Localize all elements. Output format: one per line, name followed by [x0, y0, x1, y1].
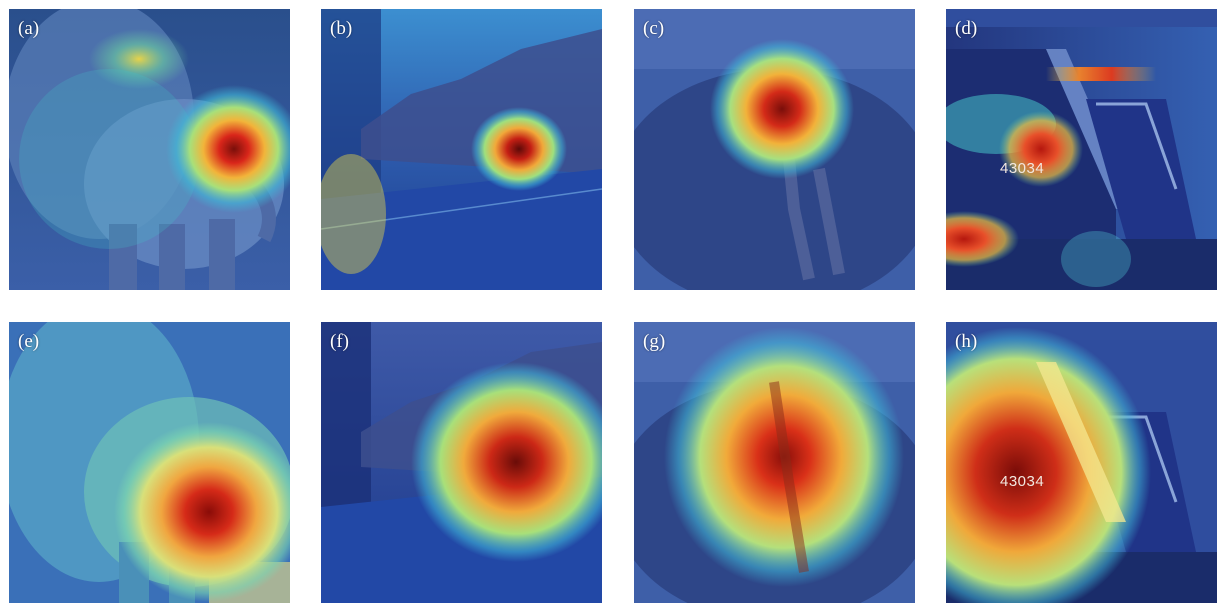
panel-b: (b) — [321, 9, 602, 290]
panel-d: (d) 43034 — [946, 9, 1217, 290]
heatmap-image-giraffe-broad — [634, 322, 915, 603]
heatmap-image-elephants-broad — [9, 322, 290, 603]
panel-label-d: (d) — [955, 18, 978, 39]
heatmap-image-elephants-focused — [9, 9, 290, 290]
panel-label-h: (h) — [955, 331, 978, 352]
heatmap-image-road-focused — [321, 9, 602, 290]
heatmap-image-road-broad — [321, 322, 602, 603]
panel-label-g: (g) — [643, 331, 666, 352]
panel-g: (g) — [634, 322, 915, 603]
heatmap-image-train-focused — [946, 9, 1217, 290]
heatmap-image-giraffe-focused — [634, 9, 915, 290]
panel-label-a: (a) — [18, 18, 40, 39]
panel-label-b: (b) — [330, 18, 353, 39]
panel-label-e: (e) — [18, 331, 40, 352]
train-number-d: 43034 — [1000, 160, 1045, 177]
panel-a: (a) — [9, 9, 290, 290]
heatmap-image-train-broad — [946, 322, 1217, 603]
panel-label-c: (c) — [643, 18, 665, 39]
panel-c: (c) — [634, 9, 915, 290]
panel-h: (h) 43034 — [946, 322, 1217, 603]
panel-f: (f) — [321, 322, 602, 603]
train-number-h: 43034 — [1000, 473, 1045, 490]
panel-label-f: (f) — [330, 331, 349, 352]
panel-e: (e) — [9, 322, 290, 603]
